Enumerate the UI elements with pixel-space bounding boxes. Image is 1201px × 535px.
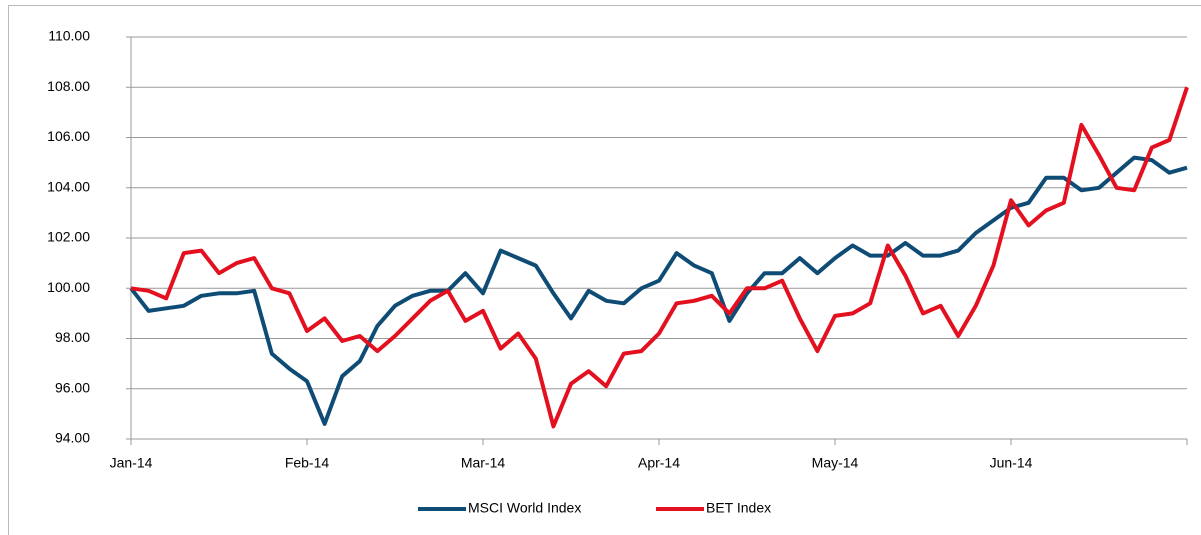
x-tick-label: Feb-14 <box>285 455 330 471</box>
y-tick-label: 100.00 <box>47 279 90 295</box>
legend-label: BET Index <box>706 500 771 516</box>
y-tick-label: 94.00 <box>55 430 90 446</box>
x-tick-label: Apr-14 <box>638 455 680 471</box>
y-tick-label: 98.00 <box>55 329 90 345</box>
y-tick-label: 106.00 <box>47 128 90 144</box>
y-tick-label: 102.00 <box>47 229 90 245</box>
legend-label: MSCI World Index <box>468 500 581 516</box>
x-tick-label: Jan-14 <box>110 455 153 471</box>
y-tick-label: 96.00 <box>55 379 90 395</box>
x-tick-label: Jun-14 <box>990 455 1033 471</box>
y-tick-label: 108.00 <box>47 78 90 94</box>
y-tick-label: 104.00 <box>47 178 90 194</box>
x-tick-label: Mar-14 <box>461 455 506 471</box>
series-line <box>130 86 1189 429</box>
chart-frame <box>8 5 1201 535</box>
series-line <box>129 155 1188 426</box>
y-tick-label: 110.00 <box>48 28 90 44</box>
x-tick-label: May-14 <box>812 455 859 471</box>
